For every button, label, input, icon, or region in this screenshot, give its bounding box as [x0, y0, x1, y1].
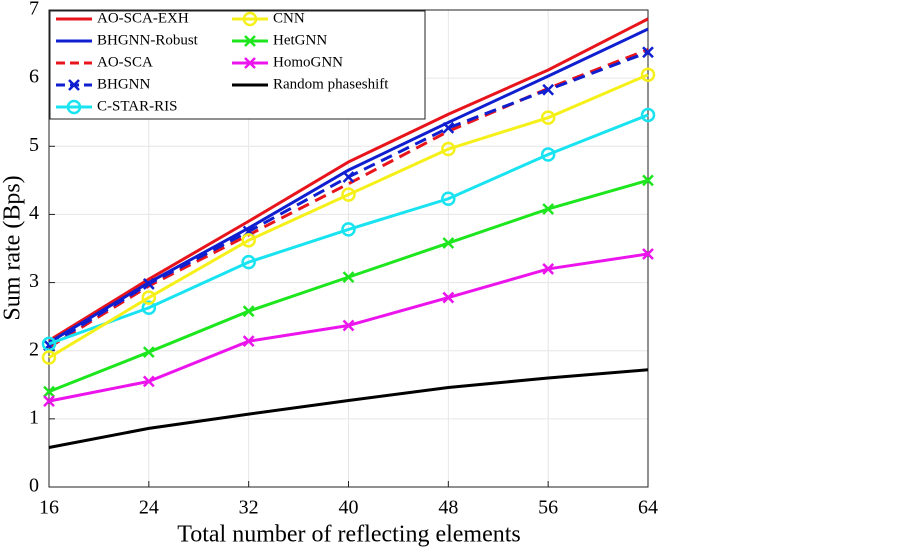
- x-tick-label: 32: [239, 497, 259, 519]
- y-tick-label: 1: [29, 406, 39, 428]
- marker: [41, 350, 57, 365]
- marker: [43, 385, 55, 398]
- marker: [442, 237, 455, 249]
- y-tick-label: 2: [29, 338, 39, 360]
- legend-label: Random phaseshift: [273, 76, 389, 92]
- marker: [642, 248, 654, 260]
- marker: [43, 395, 55, 408]
- x-tick-label: 24: [139, 497, 159, 519]
- x-tick-label: 16: [39, 497, 59, 519]
- legend-label: BHGNN-Robust: [97, 32, 199, 48]
- marker: [342, 271, 355, 284]
- y-tick-label: 6: [29, 66, 39, 88]
- plot-frame: [48, 9, 649, 488]
- legend-label: HomoGNN: [273, 54, 343, 70]
- marker: [142, 346, 155, 358]
- legend-label: AO-SCA-EXH: [97, 10, 189, 26]
- legend-label: C-STAR-RIS: [97, 98, 177, 114]
- marker: [242, 11, 258, 27]
- marker: [41, 336, 57, 352]
- marker: [542, 263, 555, 275]
- marker: [142, 375, 155, 388]
- marker: [441, 141, 456, 157]
- y-tick-label: 0: [29, 475, 39, 497]
- y-tick-label: 3: [29, 270, 39, 292]
- marker: [66, 99, 82, 115]
- marker: [542, 83, 555, 96]
- marker: [244, 57, 256, 69]
- legend-label: CNN: [273, 10, 305, 26]
- y-tick-label: 4: [29, 202, 39, 224]
- series-line: [48, 73, 649, 359]
- marker: [442, 122, 455, 134]
- y-tick-label: 5: [29, 134, 39, 156]
- marker: [442, 291, 455, 304]
- x-tick-label: 56: [538, 497, 558, 519]
- y-axis-label: Sum rate (Bps): [0, 175, 26, 320]
- marker: [640, 67, 656, 82]
- marker: [244, 35, 256, 47]
- legend-label: BHGNN: [97, 76, 151, 92]
- x-tick-label: 40: [339, 497, 359, 519]
- marker: [642, 174, 654, 187]
- series-line: [48, 17, 649, 342]
- marker: [441, 191, 456, 207]
- series-line: [48, 368, 649, 449]
- marker: [242, 335, 255, 348]
- legend-label: HetGNN: [273, 32, 327, 48]
- marker: [640, 107, 656, 123]
- marker: [342, 319, 355, 332]
- marker: [242, 305, 255, 318]
- marker: [341, 187, 356, 202]
- marker: [241, 233, 256, 248]
- legend: AO-SCA-EXH BHGNN-Robust AO-SCA BHGNN C-STAR-…: [49, 10, 426, 120]
- marker: [342, 171, 355, 183]
- marker: [142, 278, 155, 290]
- marker: [542, 203, 555, 215]
- marker: [68, 79, 80, 91]
- marker: [642, 46, 654, 59]
- marker: [540, 110, 556, 125]
- legend-label: AO-SCA: [97, 54, 153, 70]
- marker: [141, 290, 157, 305]
- x-tick-label: 64: [638, 497, 658, 519]
- marker: [141, 300, 157, 316]
- marker: [341, 222, 356, 237]
- x-tick-label: 48: [438, 497, 458, 519]
- marker: [540, 147, 556, 162]
- x-axis-label: Total number of reflecting elements: [177, 522, 521, 548]
- series-line: [48, 113, 649, 346]
- marker: [241, 254, 256, 270]
- y-tick-label: 7: [29, 0, 39, 20]
- legend-box: [49, 10, 426, 120]
